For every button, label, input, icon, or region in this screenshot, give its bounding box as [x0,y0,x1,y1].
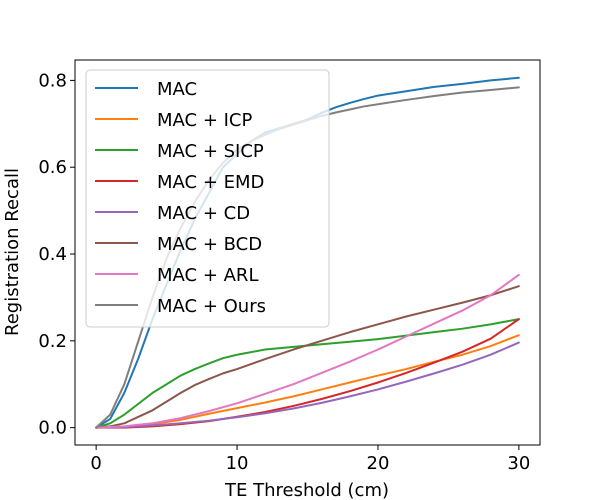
series-layer [95,76,520,429]
legend-label-8: MAC + Ours [157,296,266,317]
x-tick-label: 30 [507,453,530,474]
legend-label-6: MAC + BCD [157,234,262,255]
y-tick-label: 0.8 [38,70,67,91]
series-line-6 [95,285,520,429]
legend-label-2: MAC + ICP [157,110,252,131]
legend-label-7: MAC + ARL [157,265,258,286]
legend-label-3: MAC + SICP [157,141,264,162]
series-line-7 [95,273,520,429]
y-axis-label: Registration Recall [2,168,23,336]
y-tick-label: 0.0 [38,418,67,439]
legend-label-5: MAC + CD [157,203,250,224]
legend-label-1: MAC [157,79,197,100]
series-line-3 [95,318,520,429]
legend-label-4: MAC + EMD [157,172,264,193]
plot-frame [74,59,541,446]
legend: MAC MAC + ICP MAC + SICP MAC + EMD MAC + CD M… [85,69,330,328]
y-tick-label: 0.6 [38,157,67,178]
x-tick-label: 20 [367,453,390,474]
x-tick-label: 10 [226,453,249,474]
y-tick-label: 0.4 [38,244,67,265]
series-line-5 [95,341,520,429]
series-line-4 [95,318,520,429]
series-line-2 [95,334,520,429]
y-tick-label: 0.2 [38,331,67,352]
y-axis-ticks: 0.0 0.2 0.4 0.6 0.8 [38,70,75,439]
legend-box [85,69,330,328]
x-axis-ticks: 0 10 20 30 [90,445,530,474]
x-axis-label: TE Threshold (cm) [224,480,389,500]
x-tick-label: 0 [90,453,101,474]
